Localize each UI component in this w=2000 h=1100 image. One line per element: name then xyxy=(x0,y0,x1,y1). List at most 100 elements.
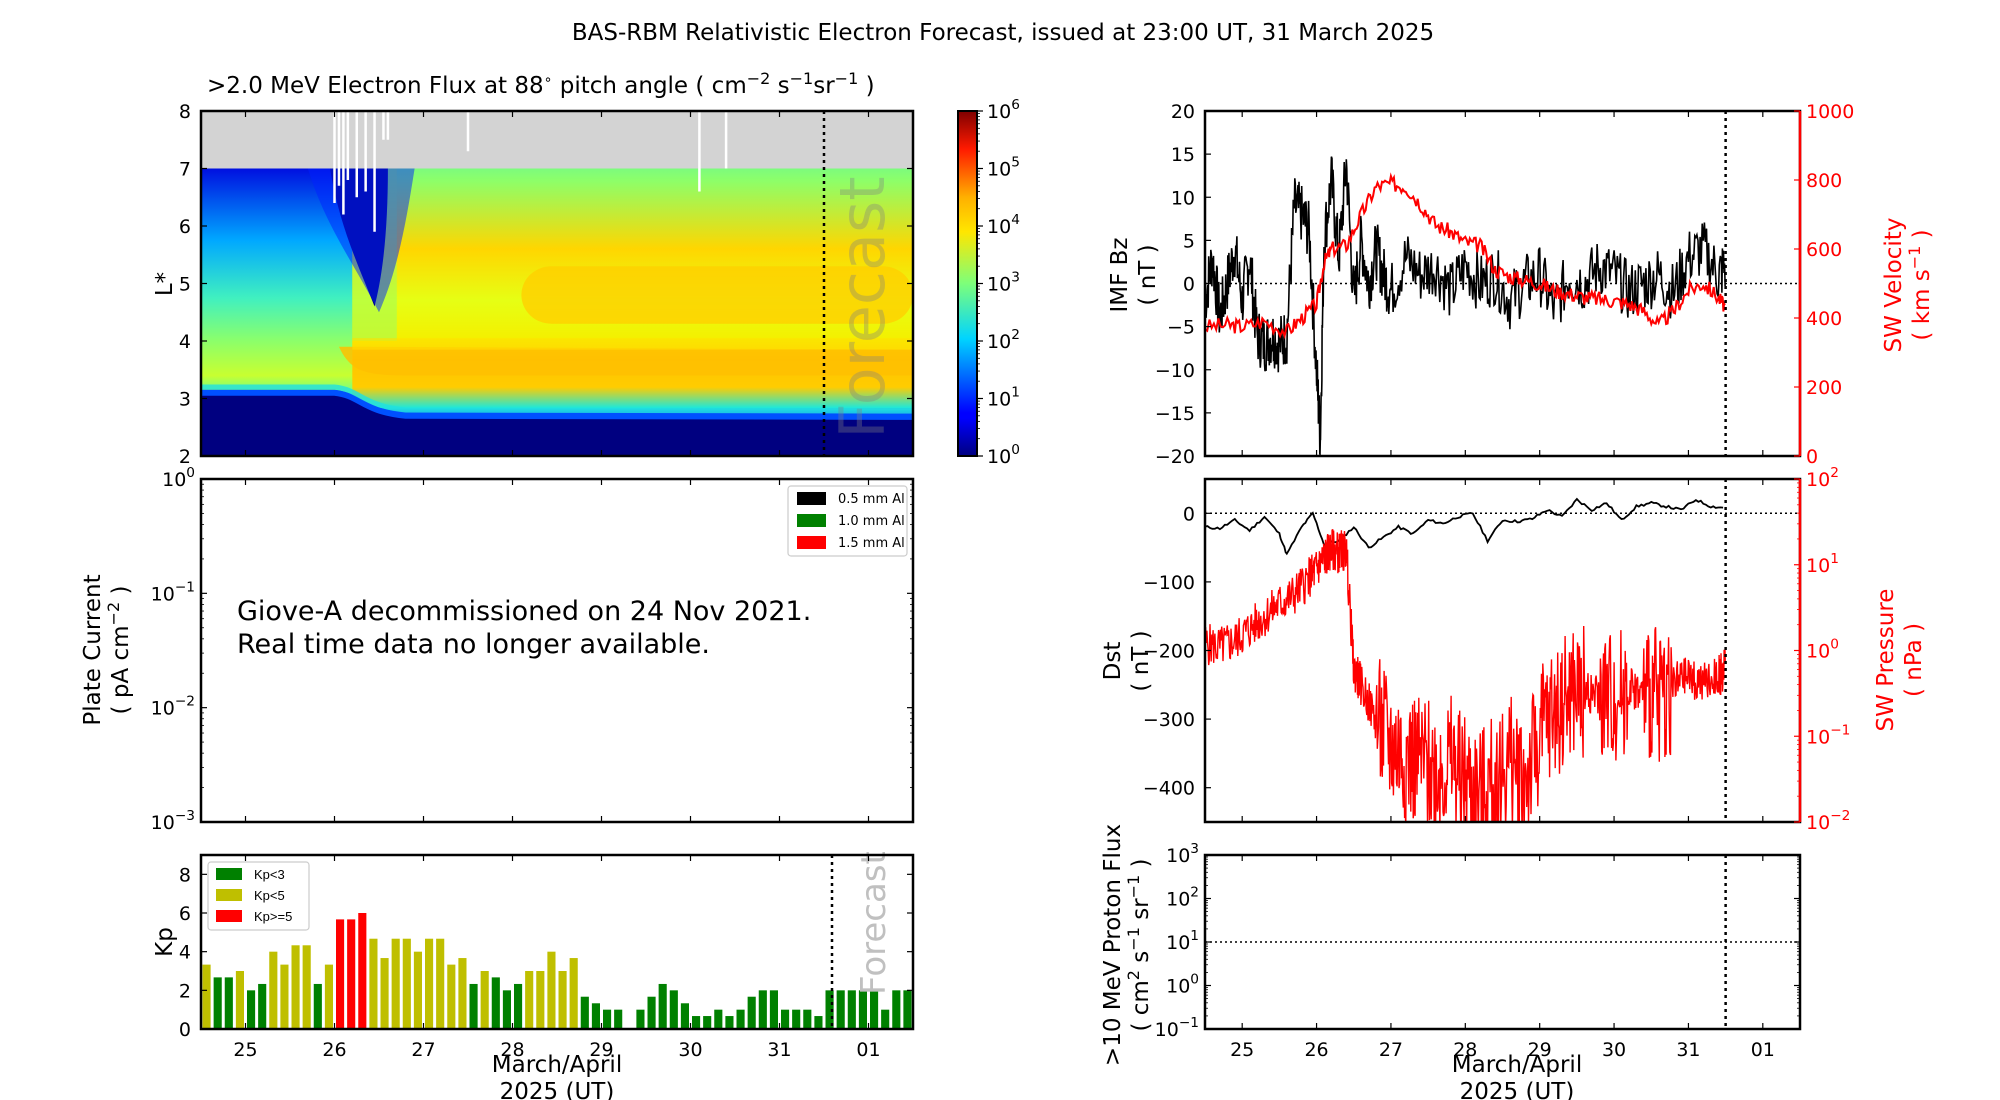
colorbar-tick-label: 100 xyxy=(987,442,1020,468)
kp-bar xyxy=(313,983,322,1029)
kp-bar xyxy=(781,1009,790,1029)
dst-line xyxy=(1205,497,1724,556)
kp-bar xyxy=(436,938,445,1029)
plate-current-panel: 10−3 10−2 10−1 100 Plate Current ( pA cm−2 … xyxy=(80,465,915,834)
kp-bar xyxy=(425,938,434,1029)
kp-bar xyxy=(569,958,578,1029)
kp-bar xyxy=(269,951,278,1029)
x-tick-label: 25 xyxy=(233,1039,257,1061)
slot-edge-cyan xyxy=(201,384,913,414)
kp-bar xyxy=(413,951,422,1029)
kp-bar xyxy=(358,913,367,1029)
y-tick-label: 10−1 xyxy=(151,579,195,605)
kp-bar xyxy=(514,983,523,1029)
x-tick-label: 28 xyxy=(1453,1039,1477,1061)
kp-bar xyxy=(758,990,767,1029)
sw-pressure-ylabel: SW Pressure xyxy=(1873,589,1899,732)
kp-legend-label-lt3: Kp<3 xyxy=(254,867,285,882)
y-tick-label: 10−3 xyxy=(151,808,195,834)
dst-ylabel: Dst xyxy=(1100,642,1126,681)
imf-yunit: ( nT ) xyxy=(1135,244,1161,305)
dropout-halo xyxy=(307,168,415,313)
imf-y-tick-label: 10 xyxy=(1171,187,1195,209)
kp-bar xyxy=(213,977,222,1029)
flux-forecast-label: Forecast xyxy=(826,176,899,438)
kp-bar xyxy=(870,990,879,1029)
sw-velocity-tick-label: 1000 xyxy=(1806,101,1854,123)
kp-bar xyxy=(502,990,511,1029)
x-tick-label: 30 xyxy=(678,1039,702,1061)
electron-flux-title: >2.0 MeV Electron Flux at 88∘ pitch angl… xyxy=(207,69,875,99)
kp-bar xyxy=(402,938,411,1029)
electron-flux-ylabel: L* xyxy=(152,272,178,296)
dst-y-tick-label: 0 xyxy=(1183,503,1195,525)
kp-panel: Forecast 0 2 4 6 8 25 26 27 28 29 30 31 01 Kp Kp<3 K… xyxy=(152,851,915,1100)
no-data-region xyxy=(201,111,913,169)
plate-current-ylabel: Plate Current xyxy=(80,574,106,725)
y-tick-label: 3 xyxy=(179,389,191,411)
sw-pressure-tick-label: 102 xyxy=(1806,465,1839,491)
legend-swatch-1.0mm xyxy=(797,514,826,527)
proton-y-tick-label: 102 xyxy=(1166,885,1199,911)
y-tick-label: 2 xyxy=(179,980,191,1002)
proton-y-tick-label: 101 xyxy=(1166,928,1199,954)
kp-bar xyxy=(447,964,456,1029)
inner-slot-late xyxy=(334,393,913,456)
kp-bar xyxy=(558,971,567,1029)
kp-bar xyxy=(692,1016,701,1029)
legend-swatch-1.5mm xyxy=(797,536,826,549)
kp-bar xyxy=(614,1009,623,1029)
figure-title: BAS-RBM Relativistic Electron Forecast, … xyxy=(572,20,1434,46)
giove-annotation-line1: Giove-A decommissioned on 24 Nov 2021. xyxy=(237,596,811,627)
sw-velocity-tick-label: 200 xyxy=(1806,377,1842,399)
kp-bars xyxy=(202,913,912,1029)
kp-bar xyxy=(603,1009,612,1029)
colorbar-tick-label: 106 xyxy=(987,97,1020,123)
colorbar-tick-label: 104 xyxy=(987,212,1020,238)
x-tick-label: 25 xyxy=(1230,1039,1254,1061)
x-tick-label: 27 xyxy=(411,1039,435,1061)
dst-pressure-panel: −400 −300 −200 −100 0 10−2 10−1 100 101 102 Dst (… xyxy=(1100,465,1927,834)
slot-edge xyxy=(201,389,913,420)
kp-legend: Kp<3 Kp<5 Kp>=5 xyxy=(207,861,310,931)
kp-bar xyxy=(591,1003,600,1029)
y-tick-label: 8 xyxy=(179,101,191,123)
kp-bar xyxy=(491,977,500,1029)
kp-bar xyxy=(380,958,389,1029)
kp-bar xyxy=(369,938,378,1029)
kp-bar xyxy=(892,990,901,1029)
electron-flux-panel: >2.0 MeV Electron Flux at 88∘ pitch angl… xyxy=(152,69,1020,468)
giove-annotation-line2: Real time data no longer available. xyxy=(237,629,710,660)
kp-bar xyxy=(391,938,400,1029)
colorbar-tick-label: 105 xyxy=(987,155,1020,181)
imf-y-tick-label: 20 xyxy=(1171,101,1195,123)
x-tick-label: 29 xyxy=(1528,1039,1552,1061)
sw-velocity-yunit: ( km s−1 ) xyxy=(1905,229,1935,340)
y-tick-label: 2 xyxy=(179,446,191,468)
kp-bar xyxy=(836,990,845,1029)
legend-swatch-0.5mm xyxy=(797,492,826,505)
kp-bar xyxy=(636,1009,645,1029)
kp-forecast-label: Forecast xyxy=(854,851,894,995)
x-tick-label: 31 xyxy=(767,1039,791,1061)
kp-bar xyxy=(536,971,545,1029)
legend-label-1.0mm: 1.0 mm Al xyxy=(838,514,905,529)
kp-bar xyxy=(881,1009,890,1029)
x-tick-label: 31 xyxy=(1676,1039,1700,1061)
kp-bar xyxy=(703,1016,712,1029)
y-tick-label: 4 xyxy=(179,942,191,964)
x-tick-label: 28 xyxy=(500,1039,524,1061)
x-tick-label: 01 xyxy=(856,1039,880,1061)
right-xlabel-line2: 2025 (UT) xyxy=(1460,1079,1575,1100)
inner-slot-early xyxy=(201,393,344,456)
proton-y-tick-label: 10−1 xyxy=(1155,1015,1199,1041)
proton-flux-panel: 10−1 100 101 102 103 25 26 27 28 29 30 31 01 >10 MeV… xyxy=(1100,824,1802,1100)
sw-pressure-tick-label: 101 xyxy=(1806,551,1839,577)
dst-y-tick-label: −300 xyxy=(1143,709,1195,731)
sw-pressure-yunit: ( nPa ) xyxy=(1901,623,1927,697)
x-tick-label: 27 xyxy=(1379,1039,1403,1061)
kp-bar xyxy=(469,983,478,1029)
imf-y-tick-label: −10 xyxy=(1155,360,1195,382)
